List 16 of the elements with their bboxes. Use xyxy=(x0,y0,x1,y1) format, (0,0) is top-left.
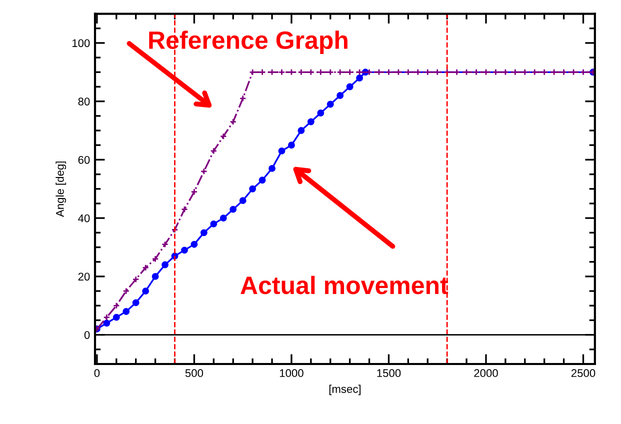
annotation: Actual movement xyxy=(240,276,448,294)
x-tick-label: 1500 xyxy=(377,369,401,378)
x-tick-label: 1000 xyxy=(280,369,304,378)
x-tick-label: 0 xyxy=(94,369,100,378)
x-axis-title: [msec] xyxy=(329,384,361,396)
annotation: Reference Graph xyxy=(149,30,348,54)
y-tick-label: 20 xyxy=(78,272,90,281)
y-tick-label: 0 xyxy=(84,331,90,339)
y-tick-label: 40 xyxy=(78,214,90,222)
y-axis-title: Angle [deg] xyxy=(56,162,66,217)
y-tick-label: 100 xyxy=(72,39,90,48)
x-tick-label: 500 xyxy=(185,369,204,378)
x-tick-label: 2500 xyxy=(571,369,596,378)
y-tick-label: 80 xyxy=(78,98,90,106)
x-tick-label: 2000 xyxy=(474,369,498,378)
y-tick-label: 60 xyxy=(78,156,90,164)
